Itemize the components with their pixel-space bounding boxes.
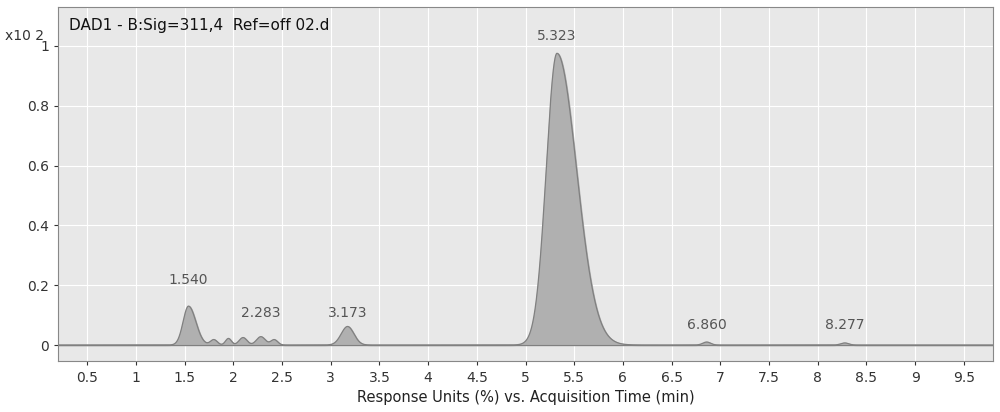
Text: 6.860: 6.860 — [687, 318, 727, 332]
Text: DAD1 - B:Sig=311,4  Ref=off 02.d: DAD1 - B:Sig=311,4 Ref=off 02.d — [69, 18, 330, 33]
Text: 8.277: 8.277 — [825, 318, 864, 332]
Text: 5.323: 5.323 — [537, 29, 577, 43]
Text: 1.540: 1.540 — [169, 273, 208, 287]
Text: 3.173: 3.173 — [328, 306, 367, 320]
Text: x10 2: x10 2 — [5, 29, 44, 43]
Text: 2.283: 2.283 — [241, 306, 281, 320]
X-axis label: Response Units (%) vs. Acquisition Time (min): Response Units (%) vs. Acquisition Time … — [357, 390, 694, 405]
